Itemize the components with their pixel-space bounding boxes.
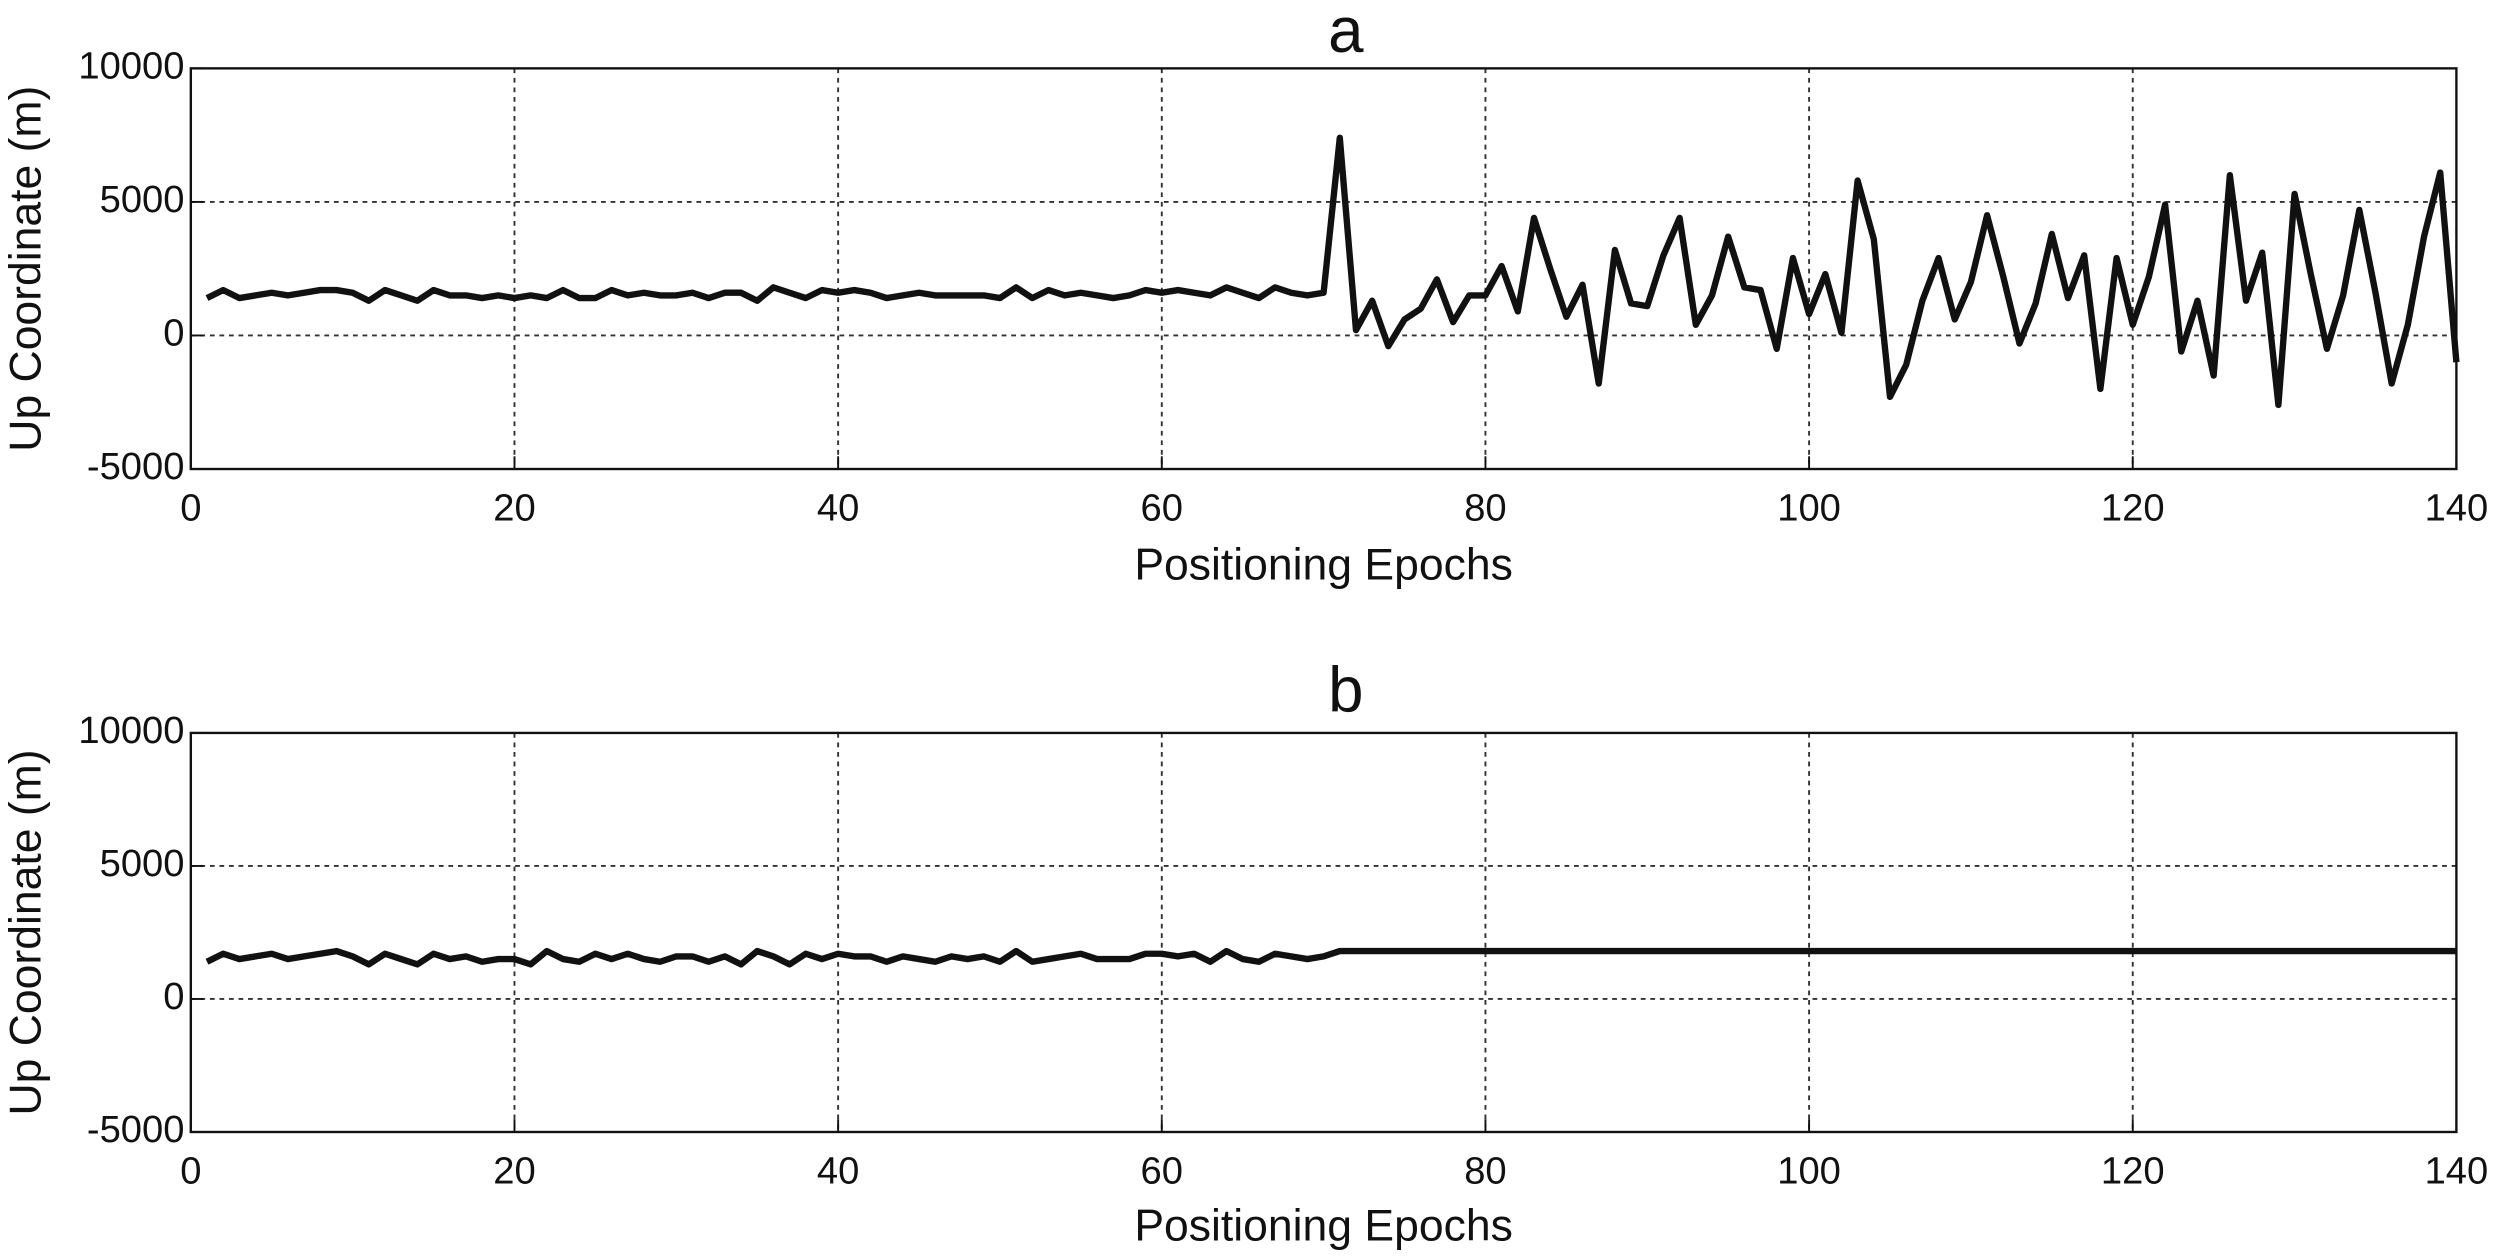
x-tick-label: 20	[493, 1149, 535, 1192]
subplot-title: b	[1328, 655, 1363, 726]
y-tick-label: -5000	[87, 1108, 185, 1151]
y-axis-label: Up Coordinate (m)	[1, 749, 50, 1115]
x-tick-label: 140	[2425, 486, 2489, 529]
x-axis-label: Positioning Epochs	[1134, 1202, 1513, 1251]
x-tick-label: 80	[1464, 1149, 1506, 1192]
y-tick-label: 0	[163, 975, 184, 1018]
x-tick-label: 40	[817, 1149, 859, 1192]
x-tick-label: 60	[1141, 486, 1183, 529]
x-tick-label: 100	[1777, 486, 1841, 529]
plot-area	[190, 732, 2457, 1132]
y-tick-label: 5000	[100, 842, 185, 885]
x-tick-label: 100	[1777, 1149, 1841, 1192]
plot-frame	[189, 67, 2458, 471]
subplot: 0 20 40 60 80 100 120 140-50000500010000bPositi…	[1, 655, 2488, 1251]
x-tick-label: 60	[1141, 1149, 1183, 1192]
x-tick-label: 20	[493, 486, 535, 529]
x-tick-label: 0	[180, 486, 201, 529]
y-axis-label: Up Coordinate (m)	[1, 86, 50, 452]
x-tick-label: 120	[2101, 486, 2165, 529]
data-line	[205, 947, 2457, 968]
x-tick-label: 140	[2425, 1149, 2489, 1192]
plot-frame	[189, 731, 2458, 1134]
subplot: 0 20 40 60 80 100 120 140-50000500010000aPositi…	[1, 0, 2488, 589]
subplot-title: a	[1328, 0, 1364, 66]
x-tick-label: 120	[2101, 1149, 2165, 1192]
y-tick-label: 5000	[100, 178, 185, 221]
y-tick-label: -5000	[87, 445, 185, 488]
y-tick-label: 10000	[78, 709, 184, 752]
x-tick-label: 0	[180, 1149, 201, 1192]
y-tick-label: 0	[163, 312, 184, 355]
y-tick-label: 10000	[78, 44, 184, 87]
x-tick-label: 80	[1464, 486, 1506, 529]
x-tick-label: 40	[817, 486, 859, 529]
data-line	[205, 134, 2460, 409]
x-axis-label: Positioning Epochs	[1134, 540, 1513, 589]
